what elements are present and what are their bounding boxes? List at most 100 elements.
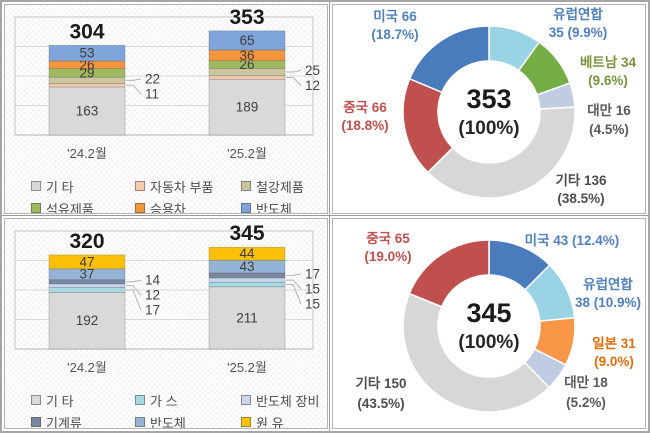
donut-slice-label: 대만 16 <box>587 103 631 118</box>
import-items-stacked-bar-chart: 1923747141217320'24.2월2114344171515345'2… <box>14 222 320 375</box>
bar-total-label: 345 <box>229 222 264 245</box>
donut-slice-label: (5.2%) <box>566 395 606 410</box>
donut-slice-label: (19.0%) <box>364 249 411 264</box>
leader-line <box>126 289 142 311</box>
legend-row: 석유제품 승용차 반도체 <box>31 197 327 214</box>
segment-callout-label: 12 <box>305 78 320 93</box>
bar-segment <box>48 86 126 136</box>
vertical-divider <box>329 2 330 431</box>
legend-row: 기 타 자동차 부품 철강제품 <box>31 175 327 197</box>
quadrant-grid: 163 29 26 53 22 11 304'24.2월 189 26 36 65 25 12 353'2… <box>4 4 646 429</box>
segment-value-label: 189 <box>236 100 259 115</box>
segment-value-label: 36 <box>239 48 254 63</box>
x-axis-label: '25.2월 <box>227 360 267 375</box>
donut-slice <box>402 292 551 413</box>
donut-slice-label: 미국 66 <box>373 9 417 24</box>
legend-label: 철강제품 <box>256 179 304 195</box>
legend-item: 철강제품 <box>241 177 327 196</box>
legend-label: 기계류 <box>46 415 82 429</box>
donut-slice-label: 기타 136 <box>555 173 607 188</box>
bar-total-label: 304 <box>69 20 104 43</box>
donut-slice-label: (38.5%) <box>557 191 604 206</box>
bar-segment <box>208 281 286 288</box>
segment-value-label: 47 <box>79 254 94 269</box>
legend-item: 반도체 <box>135 413 241 428</box>
legend-swatch-icon <box>31 203 41 213</box>
bar-segment <box>208 277 286 283</box>
legend-swatch-icon <box>135 181 145 191</box>
donut-slice-label: (43.5%) <box>357 396 404 411</box>
bar-segment <box>48 83 126 88</box>
import-countries-donut-chart: 345 (100%) 미국 43 (12.4%) 유럽연합 38 (10.9%) 일본 3… <box>355 231 641 413</box>
segment-value-label: 211 <box>236 310 258 325</box>
legend-swatch-icon <box>31 181 41 191</box>
legend-swatch-icon <box>241 181 251 191</box>
donut-center-percent: (100%) <box>458 332 519 353</box>
import-items-legend: 기 타 가 스 반도체 장비 기계류 반도체 원 유 <box>5 389 327 429</box>
leader-line <box>286 279 302 290</box>
donut-center-total: 345 <box>466 298 511 328</box>
segment-value-label: 37 <box>79 267 94 282</box>
donut-slice-label: 35 (9.9%) <box>549 25 608 40</box>
legend-row: 기계류 반도체 원 유 <box>31 411 327 429</box>
donut-slice-label: 중국 66 <box>343 100 387 115</box>
donut-slice-label: (9.0%) <box>594 354 634 369</box>
segment-callout-label: 17 <box>145 303 160 318</box>
segment-callout-label: 22 <box>145 71 160 86</box>
leader-line <box>286 70 302 73</box>
segment-callout-label: 15 <box>305 296 320 311</box>
donut-slice <box>408 239 490 308</box>
donut-center-total: 353 <box>466 84 511 114</box>
segment-value-label: 26 <box>239 57 254 72</box>
legend-swatch-icon <box>31 417 41 427</box>
x-axis-label: '24.2월 <box>67 146 107 161</box>
donut-slice-label: 미국 43 (12.4%) <box>525 233 620 248</box>
legend-label: 반도체 장비 <box>256 393 320 409</box>
segment-callout-label: 25 <box>305 63 320 78</box>
legend-label: 석유제품 <box>46 201 94 214</box>
donut-slice-label: 유럽연합 <box>553 6 603 22</box>
segment-value-label: 65 <box>239 33 254 48</box>
segment-callout-label: 17 <box>305 266 320 281</box>
legend-item: 반도체 장비 <box>241 391 327 410</box>
import-items-bar-panel: 192 37 47 14 12 17 320'24.2월 211 43 44 17 15 15 345'2… <box>4 218 328 429</box>
donut-slice-label: 유럽연합 <box>583 276 633 292</box>
segment-value-label: 163 <box>76 103 99 118</box>
legend-label: 원 유 <box>256 415 284 429</box>
segment-value-label: 44 <box>239 246 255 261</box>
legend-label: 기 타 <box>46 393 74 409</box>
donut-slice-label: 중국 65 <box>366 231 410 246</box>
segment-value-label: 43 <box>239 259 254 274</box>
segment-callout-label: 11 <box>145 86 159 101</box>
legend-swatch-icon <box>135 203 145 213</box>
donut-slice-label: (9.6%) <box>588 73 628 88</box>
leader-line <box>286 76 302 86</box>
leader-line <box>126 279 142 283</box>
bar-segment <box>208 30 286 51</box>
segment-callout-label: 12 <box>145 288 160 303</box>
donut-slice-label: 베트남 34 <box>580 54 637 70</box>
legend-item: 자동차 부품 <box>135 177 241 196</box>
leader-line <box>286 284 302 305</box>
legend-swatch-icon <box>31 395 41 405</box>
donut-slice-label: (18.8%) <box>341 118 388 133</box>
leader-line <box>286 273 302 276</box>
legend-swatch-icon <box>135 395 145 405</box>
bar-total-label: 353 <box>229 6 264 29</box>
import-countries-donut-panel: 345 (100%) 미국 43 (12.4%) 유럽연합 38 (10.9%) 일본 3… <box>332 218 646 429</box>
donut-slice-label: (18.7%) <box>371 27 418 42</box>
leader-line <box>126 84 142 95</box>
segment-callout-label: 14 <box>145 273 161 288</box>
export-countries-donut-chart: 353 (100%) 유럽연합 35 (9.9%) 베트남 34 (9.6%) 대만 16 (… <box>341 6 637 206</box>
segment-value-label: 53 <box>79 46 94 61</box>
bar-segment <box>48 286 126 293</box>
donut-slice-label: 일본 31 <box>592 336 636 351</box>
donut-slice-label: 기타 150 <box>355 376 406 391</box>
legend-label: 자동차 부품 <box>150 179 214 195</box>
donut-slice <box>408 25 490 94</box>
legend-item: 반도체 <box>241 199 327 213</box>
legend-item: 원 유 <box>241 413 327 429</box>
bar-segment <box>48 44 126 62</box>
legend-item: 석유제품 <box>31 199 135 214</box>
